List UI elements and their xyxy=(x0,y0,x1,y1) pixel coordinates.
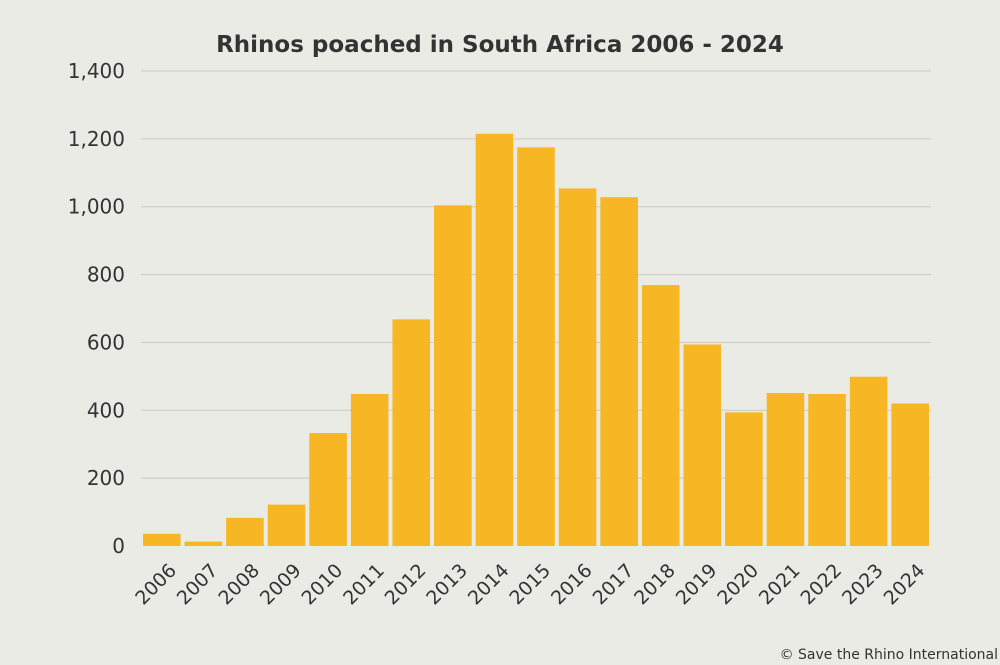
bar-2007 xyxy=(184,541,223,546)
x-tick-label: 2012 xyxy=(381,560,431,610)
x-tick-label: 2009 xyxy=(256,560,306,610)
x-tick-label: 2020 xyxy=(713,560,763,610)
bar-2011 xyxy=(350,394,389,546)
x-tick-label: 2011 xyxy=(339,560,389,610)
bar-2022 xyxy=(808,394,846,546)
x-tick-label: 2022 xyxy=(796,560,846,610)
bar-2008 xyxy=(226,517,264,546)
bar-2017 xyxy=(600,197,638,546)
bar-2015 xyxy=(517,147,555,546)
x-tick-label: 2015 xyxy=(505,560,555,610)
y-tick-label: 1,200 xyxy=(68,127,125,151)
y-tick-label: 800 xyxy=(87,263,125,287)
x-tick-label: 2013 xyxy=(422,560,472,610)
bar-2013 xyxy=(434,205,472,546)
bars xyxy=(143,133,929,546)
x-tick-label: 2018 xyxy=(630,560,680,610)
x-tick-label: 2010 xyxy=(298,560,348,610)
y-tick-label: 400 xyxy=(87,398,125,422)
bar-2021 xyxy=(766,392,805,546)
x-tick-label: 2021 xyxy=(755,560,805,610)
bar-2010 xyxy=(309,433,347,546)
x-tick-label: 2019 xyxy=(672,560,722,610)
x-tick-label: 2008 xyxy=(214,560,264,610)
x-tick-label: 2023 xyxy=(838,560,888,610)
bar-2020 xyxy=(725,412,763,546)
x-axis-ticks: 2006200720082009201020112012201320142015… xyxy=(131,560,929,610)
bar-2023 xyxy=(849,376,888,546)
bar-2012 xyxy=(392,319,431,546)
bar-2024 xyxy=(891,403,929,546)
x-tick-label: 2007 xyxy=(173,560,223,610)
x-tick-label: 2014 xyxy=(464,560,514,610)
bar-2006 xyxy=(143,533,181,546)
copyright-credit: © Save the Rhino International xyxy=(779,647,998,663)
x-tick-label: 2017 xyxy=(589,560,639,610)
bar-2019 xyxy=(683,344,722,546)
y-tick-label: 600 xyxy=(87,330,125,354)
bar-2018 xyxy=(641,285,680,546)
y-tick-label: 200 xyxy=(87,466,125,490)
y-tick-label: 1,400 xyxy=(68,59,125,83)
x-tick-label: 2024 xyxy=(880,560,930,610)
bar-2016 xyxy=(558,188,597,546)
bar-2009 xyxy=(267,504,306,546)
x-tick-label: 2016 xyxy=(547,560,597,610)
y-tick-label: 0 xyxy=(112,534,125,558)
chart-title: Rhinos poached in South Africa 2006 - 20… xyxy=(216,32,784,58)
bar-2014 xyxy=(475,133,514,546)
x-tick-label: 2006 xyxy=(131,560,181,610)
y-tick-label: 1,000 xyxy=(68,195,125,219)
y-axis-ticks: 0 200 400 600 800 1,000 1,200 1,400 xyxy=(68,59,125,558)
